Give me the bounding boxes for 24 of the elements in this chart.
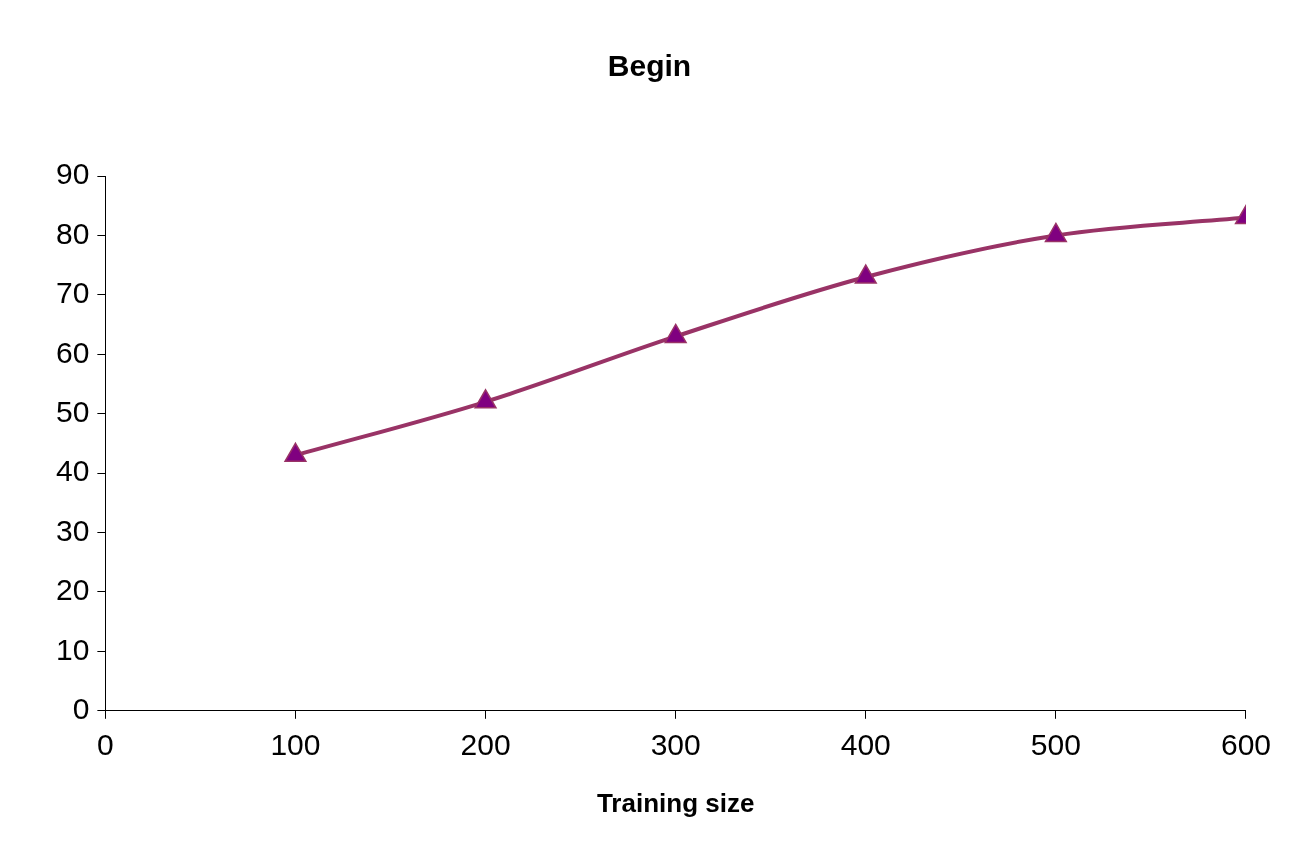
y-tick-label: 0 [72, 692, 90, 726]
x-axis-title: Training size [596, 787, 755, 818]
x-tick-label: 0 [97, 728, 114, 762]
x-tick-label: 600 [1220, 728, 1271, 762]
x-tick-label: 200 [460, 728, 511, 762]
x-tick-label: 400 [840, 728, 891, 762]
point [854, 264, 877, 284]
y-tick-label: 30 [55, 513, 90, 547]
point [664, 323, 687, 344]
y-tick-label: 70 [55, 276, 90, 310]
y-tick-label: 90 [55, 157, 90, 191]
y-tick-label: 50 [55, 394, 90, 428]
y-tick-label: 10 [55, 632, 90, 666]
x-tick-label: 500 [1030, 728, 1081, 762]
x-tick-label: 100 [270, 728, 321, 762]
point [1044, 222, 1068, 243]
chart-title: Begin [607, 49, 692, 83]
y-tick-label: 80 [55, 216, 90, 250]
x-tick-label: 300 [650, 728, 701, 762]
y-tick-label: 20 [55, 573, 90, 607]
point [284, 442, 307, 463]
y-tick-label: 40 [55, 454, 90, 488]
point [474, 389, 497, 409]
y-tick-label: 60 [55, 335, 90, 369]
